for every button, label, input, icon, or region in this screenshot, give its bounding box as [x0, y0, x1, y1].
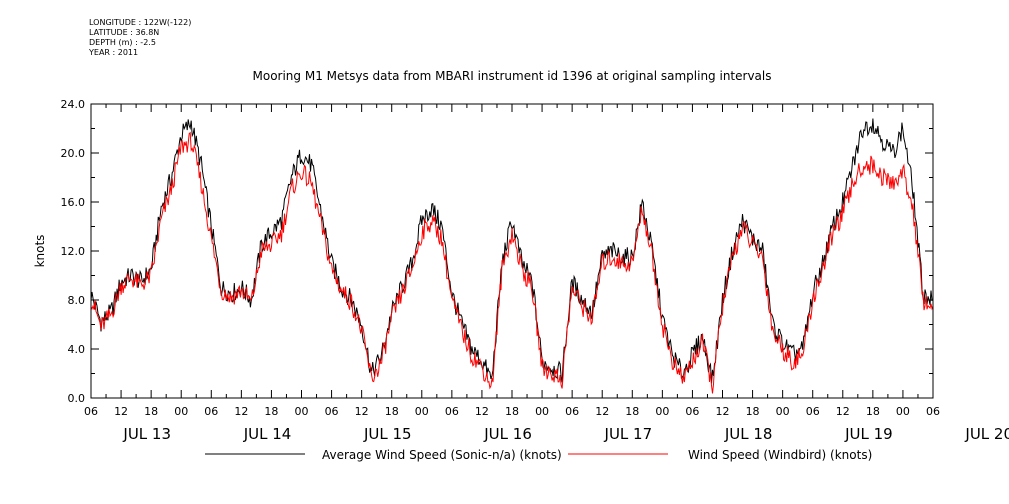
- x-tick-label: 18: [866, 405, 880, 418]
- legend: Average Wind Speed (Sonic-n/a) (knots) W…: [205, 448, 872, 462]
- y-axis-label: knots: [33, 235, 47, 268]
- x-day-label: JUL 17: [604, 425, 653, 443]
- x-tick-label: 12: [716, 405, 730, 418]
- x-tick-label: 06: [445, 405, 459, 418]
- x-tick-label: 00: [776, 405, 790, 418]
- y-tick-label: 24.0: [61, 98, 86, 111]
- x-tick-label: 00: [174, 405, 188, 418]
- series-line-windbird: [90, 131, 934, 394]
- x-tick-label: 06: [685, 405, 699, 418]
- x-day-label: JUL 16: [483, 425, 532, 443]
- series-line-average: [90, 118, 934, 384]
- meta-latitude: LATITUDE : 36.8N: [89, 28, 160, 37]
- x-tick-label: 12: [234, 405, 248, 418]
- chart-title: Mooring M1 Metsys data from MBARI instru…: [253, 69, 772, 83]
- x-tick-label: 12: [114, 405, 128, 418]
- x-day-label: JUL 18: [724, 425, 773, 443]
- x-tick-label: 06: [806, 405, 820, 418]
- x-tick-labels: 06 12 18 00 06 12 18 00 06 12 18 00 06 12 18 00 06 12 18 00…: [84, 405, 940, 418]
- legend-label-windbird: Wind Speed (Windbird) (knots): [688, 448, 872, 462]
- axis-ticks: [90, 103, 934, 399]
- x-tick-label: 06: [565, 405, 579, 418]
- y-tick-label: 16.0: [61, 196, 86, 209]
- y-tick-label: 4.0: [68, 343, 86, 356]
- x-day-label: JUL 20: [964, 425, 1009, 443]
- meta-year: YEAR : 2011: [89, 48, 139, 57]
- x-tick-label: 00: [535, 405, 549, 418]
- x-tick-label: 06: [204, 405, 218, 418]
- series-lines: [90, 118, 934, 394]
- x-tick-label: 12: [595, 405, 609, 418]
- x-tick-label: 06: [325, 405, 339, 418]
- x-tick-label: 06: [84, 405, 98, 418]
- x-tick-label: 18: [505, 405, 519, 418]
- meta-longitude: LONGITUDE : 122W(-122): [89, 18, 192, 27]
- legend-label-average: Average Wind Speed (Sonic-n/a) (knots): [322, 448, 562, 462]
- y-tick-label: 0.0: [68, 392, 86, 405]
- x-tick-label: 18: [385, 405, 399, 418]
- x-tick-label: 12: [355, 405, 369, 418]
- x-tick-label: 00: [655, 405, 669, 418]
- x-tick-label: 00: [415, 405, 429, 418]
- x-tick-label: 00: [295, 405, 309, 418]
- y-tick-label: 12.0: [61, 245, 86, 258]
- x-tick-label: 18: [264, 405, 278, 418]
- y-tick-labels: 0.0 4.0 8.0 12.0 16.0 20.0 24.0: [61, 98, 86, 405]
- x-tick-label: 12: [475, 405, 489, 418]
- meta-depth: DEPTH (m) : -2.5: [89, 38, 156, 47]
- x-day-label: JUL 19: [844, 425, 893, 443]
- y-tick-label: 20.0: [61, 147, 86, 160]
- x-tick-label: 06: [926, 405, 940, 418]
- x-day-labels: JUL 13 JUL 14 JUL 15 JUL 16 JUL 17 JUL 18 JUL …: [122, 425, 1009, 443]
- x-tick-label: 18: [625, 405, 639, 418]
- x-day-label: JUL 14: [243, 425, 292, 443]
- y-tick-label: 8.0: [68, 294, 86, 307]
- x-tick-label: 18: [144, 405, 158, 418]
- x-tick-label: 12: [836, 405, 850, 418]
- x-tick-label: 18: [746, 405, 760, 418]
- plot-frame: [90, 103, 934, 399]
- x-day-label: JUL 15: [363, 425, 412, 443]
- x-tick-label: 00: [896, 405, 910, 418]
- x-day-label: JUL 13: [122, 425, 171, 443]
- metadata-block: LONGITUDE : 122W(-122) LATITUDE : 36.8N …: [89, 18, 191, 58]
